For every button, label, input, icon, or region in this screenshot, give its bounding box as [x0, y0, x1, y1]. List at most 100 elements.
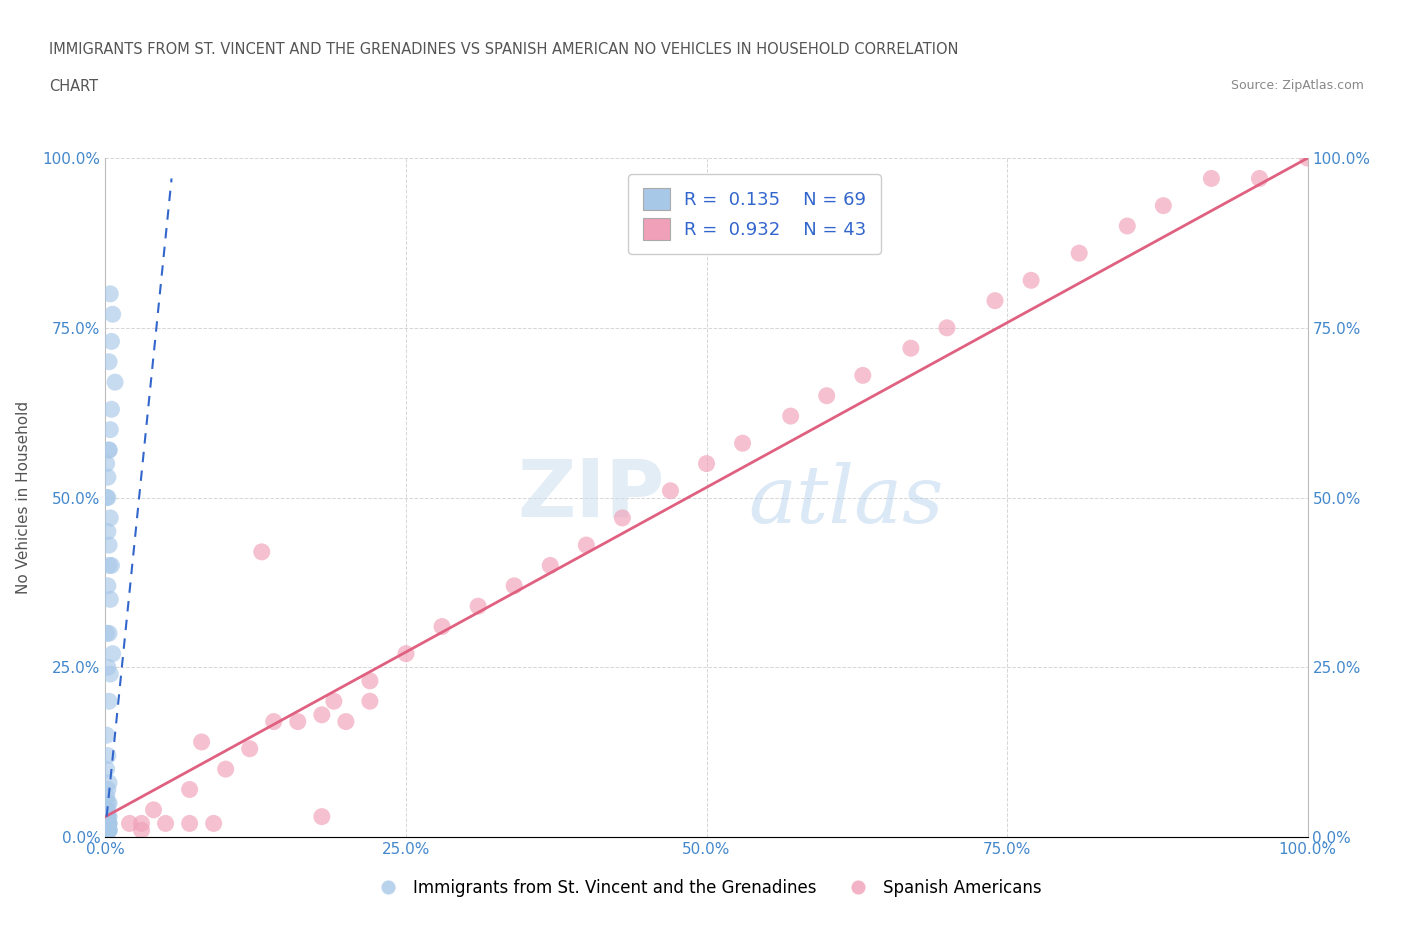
- Point: [96, 809, 118, 824]
- Point: [97, 816, 120, 830]
- Point: [503, 578, 526, 593]
- Legend: Immigrants from St. Vincent and the Grenadines, Spanish Americans: Immigrants from St. Vincent and the Gren…: [364, 872, 1049, 903]
- Point: [97, 823, 120, 838]
- Point: [359, 694, 381, 709]
- Point: [97, 809, 120, 824]
- Point: [97, 660, 120, 675]
- Point: [100, 402, 122, 417]
- Point: [96, 803, 118, 817]
- Point: [1019, 272, 1042, 287]
- Point: [98, 694, 121, 709]
- Point: [97, 578, 120, 593]
- Point: [101, 646, 124, 661]
- Point: [96, 490, 118, 505]
- Point: [98, 796, 121, 811]
- Point: [142, 803, 165, 817]
- Point: [98, 443, 121, 458]
- Point: [96, 823, 118, 838]
- Point: [98, 776, 121, 790]
- Point: [984, 293, 1007, 308]
- Point: [96, 809, 118, 824]
- Point: [98, 354, 121, 369]
- Point: [96, 823, 118, 838]
- Point: [97, 816, 120, 830]
- Point: [900, 340, 922, 355]
- Y-axis label: No Vehicles in Household: No Vehicles in Household: [17, 401, 31, 594]
- Point: [359, 673, 381, 688]
- Point: [936, 320, 959, 336]
- Point: [1116, 219, 1139, 233]
- Point: [97, 796, 120, 811]
- Point: [179, 782, 201, 797]
- Point: [311, 809, 333, 824]
- Point: [538, 558, 561, 573]
- Point: [96, 816, 118, 830]
- Point: [98, 816, 121, 830]
- Point: [97, 816, 120, 830]
- Point: [1296, 151, 1319, 166]
- Point: [97, 823, 120, 838]
- Point: [779, 408, 801, 423]
- Point: [263, 714, 285, 729]
- Point: [98, 286, 121, 301]
- Point: [239, 741, 262, 756]
- Point: [97, 823, 120, 838]
- Point: [287, 714, 309, 729]
- Point: [96, 816, 118, 830]
- Point: [98, 626, 121, 641]
- Point: [659, 484, 682, 498]
- Point: [98, 558, 121, 573]
- Point: [98, 823, 121, 838]
- Text: IMMIGRANTS FROM ST. VINCENT AND THE GRENADINES VS SPANISH AMERICAN NO VEHICLES I: IMMIGRANTS FROM ST. VINCENT AND THE GREN…: [49, 42, 959, 57]
- Point: [98, 443, 121, 458]
- Point: [250, 544, 273, 559]
- Point: [96, 823, 118, 838]
- Point: [1069, 246, 1091, 260]
- Point: [815, 389, 838, 404]
- Point: [98, 667, 121, 682]
- Point: [97, 470, 120, 485]
- Point: [96, 816, 118, 830]
- Point: [322, 694, 344, 709]
- Point: [98, 823, 121, 838]
- Point: [101, 307, 124, 322]
- Point: [97, 823, 120, 838]
- Point: [179, 816, 201, 830]
- Point: [98, 422, 121, 437]
- Point: [96, 823, 118, 838]
- Point: [98, 592, 121, 607]
- Text: Source: ZipAtlas.com: Source: ZipAtlas.com: [1230, 79, 1364, 92]
- Point: [731, 436, 754, 451]
- Point: [96, 823, 118, 838]
- Point: [96, 823, 118, 838]
- Point: [98, 809, 121, 824]
- Point: [98, 511, 121, 525]
- Point: [100, 558, 122, 573]
- Point: [335, 714, 357, 729]
- Point: [97, 823, 120, 838]
- Point: [430, 619, 453, 634]
- Point: [214, 762, 236, 777]
- Point: [311, 708, 333, 723]
- Point: [97, 748, 120, 763]
- Point: [202, 816, 225, 830]
- Point: [118, 816, 141, 830]
- Point: [852, 368, 875, 383]
- Point: [96, 816, 118, 830]
- Point: [97, 782, 120, 797]
- Point: [104, 375, 127, 390]
- Point: [575, 538, 598, 552]
- Point: [97, 490, 120, 505]
- Point: [696, 457, 718, 472]
- Point: [97, 816, 120, 830]
- Point: [612, 511, 634, 525]
- Point: [96, 789, 118, 804]
- Point: [97, 823, 120, 838]
- Point: [98, 538, 121, 552]
- Point: [97, 823, 120, 838]
- Point: [1152, 198, 1174, 213]
- Point: [131, 823, 153, 838]
- Point: [131, 816, 153, 830]
- Point: [190, 735, 212, 750]
- Text: atlas: atlas: [748, 462, 943, 539]
